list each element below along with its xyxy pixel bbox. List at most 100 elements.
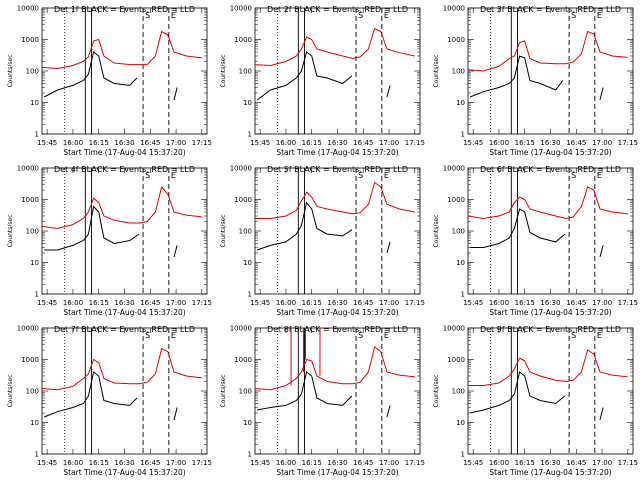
x-tick-label: 16:30 bbox=[114, 139, 134, 147]
y-tick-label: 100 bbox=[26, 388, 39, 396]
marker-label: S bbox=[571, 171, 576, 180]
lld-series-line bbox=[41, 30, 202, 70]
marker-label: E bbox=[171, 171, 176, 180]
x-tick-label: 16:45 bbox=[353, 459, 373, 467]
events-series-line bbox=[469, 371, 566, 414]
x-tick-label: 17:15 bbox=[405, 139, 425, 147]
x-tick-label: 16:00 bbox=[276, 139, 296, 147]
y-tick-label: 1000 bbox=[21, 36, 39, 44]
marker-label: S bbox=[358, 331, 363, 340]
y-tick-label: 100 bbox=[26, 68, 39, 76]
x-tick-label: 16:30 bbox=[327, 459, 347, 467]
x-tick-label: 15:45 bbox=[250, 299, 270, 307]
y-axis-label: Counts/sec bbox=[433, 214, 440, 247]
x-tick-label: 17:00 bbox=[166, 139, 186, 147]
x-tick-label: 16:00 bbox=[276, 459, 296, 467]
events-series-line bbox=[44, 205, 140, 251]
y-axis-label: Counts/sec bbox=[220, 374, 227, 407]
x-tick-label: 16:15 bbox=[515, 459, 535, 467]
y-tick-label: 100 bbox=[26, 228, 39, 236]
events-series-line bbox=[257, 371, 353, 411]
y-tick-label: 10000 bbox=[443, 5, 465, 13]
y-axis-label: Counts/sec bbox=[433, 374, 440, 407]
y-tick-label: 10 bbox=[456, 99, 465, 107]
lld-series-line bbox=[467, 30, 628, 72]
x-tick-label: 15:45 bbox=[463, 139, 483, 147]
lld-series-line bbox=[254, 346, 415, 391]
y-tick-label: 1000 bbox=[234, 356, 252, 364]
y-tick-label: 10 bbox=[456, 259, 465, 267]
y-tick-label: 10 bbox=[243, 259, 252, 267]
x-axis-label: Start Time (17-Aug-04 15:37:20) bbox=[63, 148, 185, 157]
y-tick-label: 10000 bbox=[17, 325, 39, 333]
y-axis-label: Counts/sec bbox=[433, 54, 440, 87]
x-tick-label: 17:00 bbox=[592, 459, 612, 467]
y-tick-label: 10 bbox=[30, 99, 39, 107]
x-axis-label: Start Time (17-Aug-04 15:37:20) bbox=[276, 308, 398, 317]
y-tick-label: 1 bbox=[461, 291, 465, 299]
x-tick-label: 17:00 bbox=[166, 299, 186, 307]
y-tick-label: 10 bbox=[30, 259, 39, 267]
lld-series-line bbox=[41, 185, 202, 230]
plot-frame bbox=[254, 167, 421, 295]
lld-series-line bbox=[254, 28, 415, 67]
y-tick-label: 10000 bbox=[17, 5, 39, 13]
x-tick-label: 17:00 bbox=[592, 139, 612, 147]
marker-label: S bbox=[571, 11, 576, 20]
events-series-line-late bbox=[173, 407, 178, 421]
x-axis-label: Start Time (17-Aug-04 15:37:20) bbox=[63, 308, 185, 317]
events-series-line-late bbox=[386, 405, 391, 418]
x-tick-label: 17:15 bbox=[618, 459, 638, 467]
x-tick-label: 16:45 bbox=[566, 139, 586, 147]
x-tick-label: 16:00 bbox=[489, 139, 509, 147]
x-tick-label: 17:00 bbox=[379, 299, 399, 307]
events-series-line-late bbox=[599, 87, 604, 101]
x-tick-label: 17:00 bbox=[379, 139, 399, 147]
x-tick-label: 17:15 bbox=[405, 459, 425, 467]
y-tick-label: 1 bbox=[248, 451, 252, 459]
y-tick-label: 1 bbox=[461, 131, 465, 139]
y-tick-label: 10000 bbox=[443, 325, 465, 333]
lld-series-line bbox=[467, 186, 628, 220]
lld-series-line bbox=[41, 347, 202, 391]
x-tick-label: 15:45 bbox=[463, 459, 483, 467]
x-tick-label: 16:15 bbox=[302, 459, 322, 467]
y-tick-label: 10 bbox=[243, 419, 252, 427]
events-series-line-late bbox=[386, 241, 391, 254]
x-axis-label: Start Time (17-Aug-04 15:37:20) bbox=[489, 148, 611, 157]
x-axis-label: Start Time (17-Aug-04 15:37:20) bbox=[276, 148, 398, 157]
y-tick-label: 10000 bbox=[17, 165, 39, 173]
x-tick-label: 16:00 bbox=[63, 299, 83, 307]
x-tick-label: 16:15 bbox=[89, 139, 109, 147]
x-tick-label: 17:15 bbox=[192, 139, 212, 147]
y-tick-label: 10000 bbox=[230, 5, 252, 13]
x-tick-label: 16:45 bbox=[140, 459, 160, 467]
y-tick-label: 100 bbox=[239, 68, 252, 76]
y-tick-label: 10 bbox=[30, 419, 39, 427]
events-series-line-late bbox=[386, 85, 391, 98]
events-series-line-late bbox=[173, 87, 178, 101]
y-axis-label: Counts/sec bbox=[220, 214, 227, 247]
events-series-line bbox=[470, 208, 566, 248]
x-axis-label: Start Time (17-Aug-04 15:37:20) bbox=[276, 468, 398, 477]
x-tick-label: 16:15 bbox=[302, 299, 322, 307]
marker-label: E bbox=[171, 11, 176, 20]
events-series-line-late bbox=[599, 245, 604, 258]
y-tick-label: 1 bbox=[35, 451, 39, 459]
y-tick-label: 10 bbox=[243, 99, 252, 107]
x-tick-label: 15:45 bbox=[250, 139, 270, 147]
events-series-line bbox=[43, 371, 138, 418]
x-tick-label: 17:00 bbox=[592, 299, 612, 307]
plot-frame bbox=[254, 327, 421, 455]
marker-label: S bbox=[571, 331, 576, 340]
y-tick-label: 10000 bbox=[230, 165, 252, 173]
x-tick-label: 16:00 bbox=[489, 299, 509, 307]
marker-label: E bbox=[597, 171, 602, 180]
y-tick-label: 1 bbox=[248, 131, 252, 139]
